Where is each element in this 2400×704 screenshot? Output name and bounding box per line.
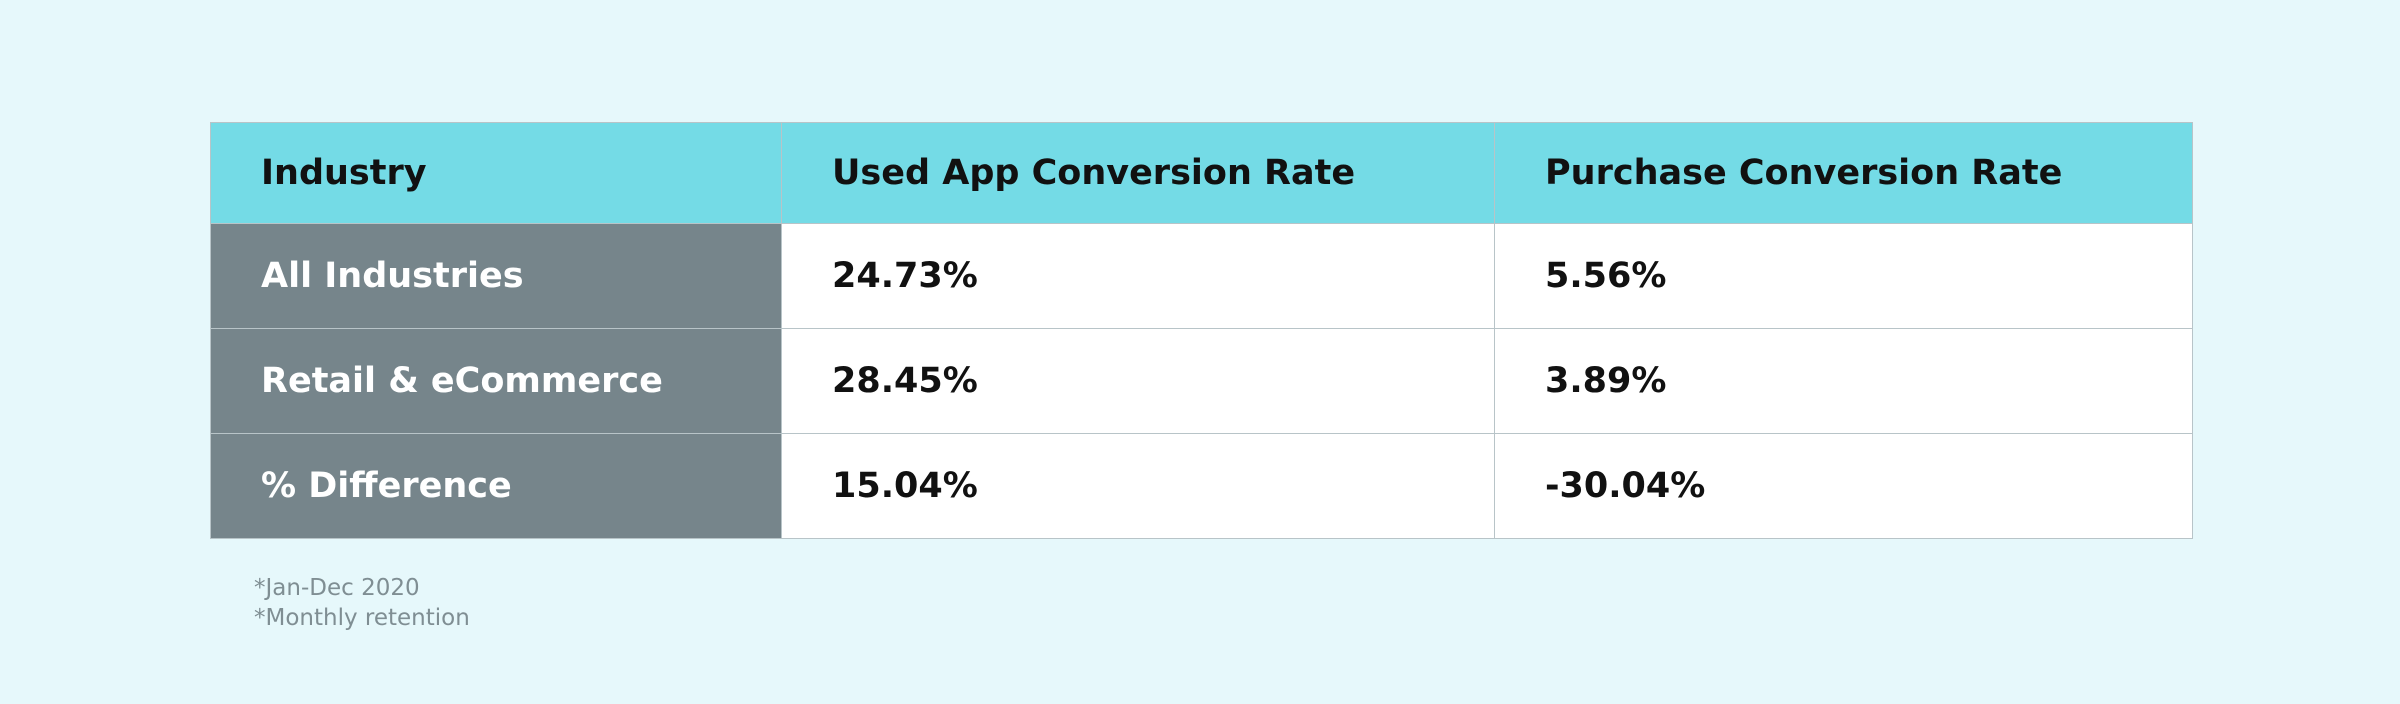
row-label: All Industries — [210, 223, 782, 329]
cell: 24.73% — [781, 223, 1495, 329]
row: Retail & eCommerce 28.45% 3.89% — [210, 328, 2193, 434]
cell: -30.04% — [1494, 433, 2193, 539]
cell: 15.04% — [781, 433, 1495, 539]
footnote: *Monthly retention — [254, 605, 470, 631]
row-label: Retail & eCommerce — [210, 328, 782, 434]
header-cell: Industry — [210, 122, 782, 224]
cell: 5.56% — [1494, 223, 2193, 329]
cell: 28.45% — [781, 328, 1495, 434]
footnote: *Jan-Dec 2020 — [254, 575, 420, 601]
row-label: % Difference — [210, 433, 782, 539]
cell: 3.89% — [1494, 328, 2193, 434]
header-row: Industry Used App Conversion Rate Purcha… — [210, 122, 2193, 224]
row: All Industries 24.73% 5.56% — [210, 223, 2193, 329]
header-cell: Purchase Conversion Rate — [1494, 122, 2193, 224]
row: % Difference 15.04% -30.04% — [210, 433, 2193, 539]
data-table: Industry Used App Conversion Rate Purcha… — [210, 122, 2193, 539]
header-cell: Used App Conversion Rate — [781, 122, 1495, 224]
